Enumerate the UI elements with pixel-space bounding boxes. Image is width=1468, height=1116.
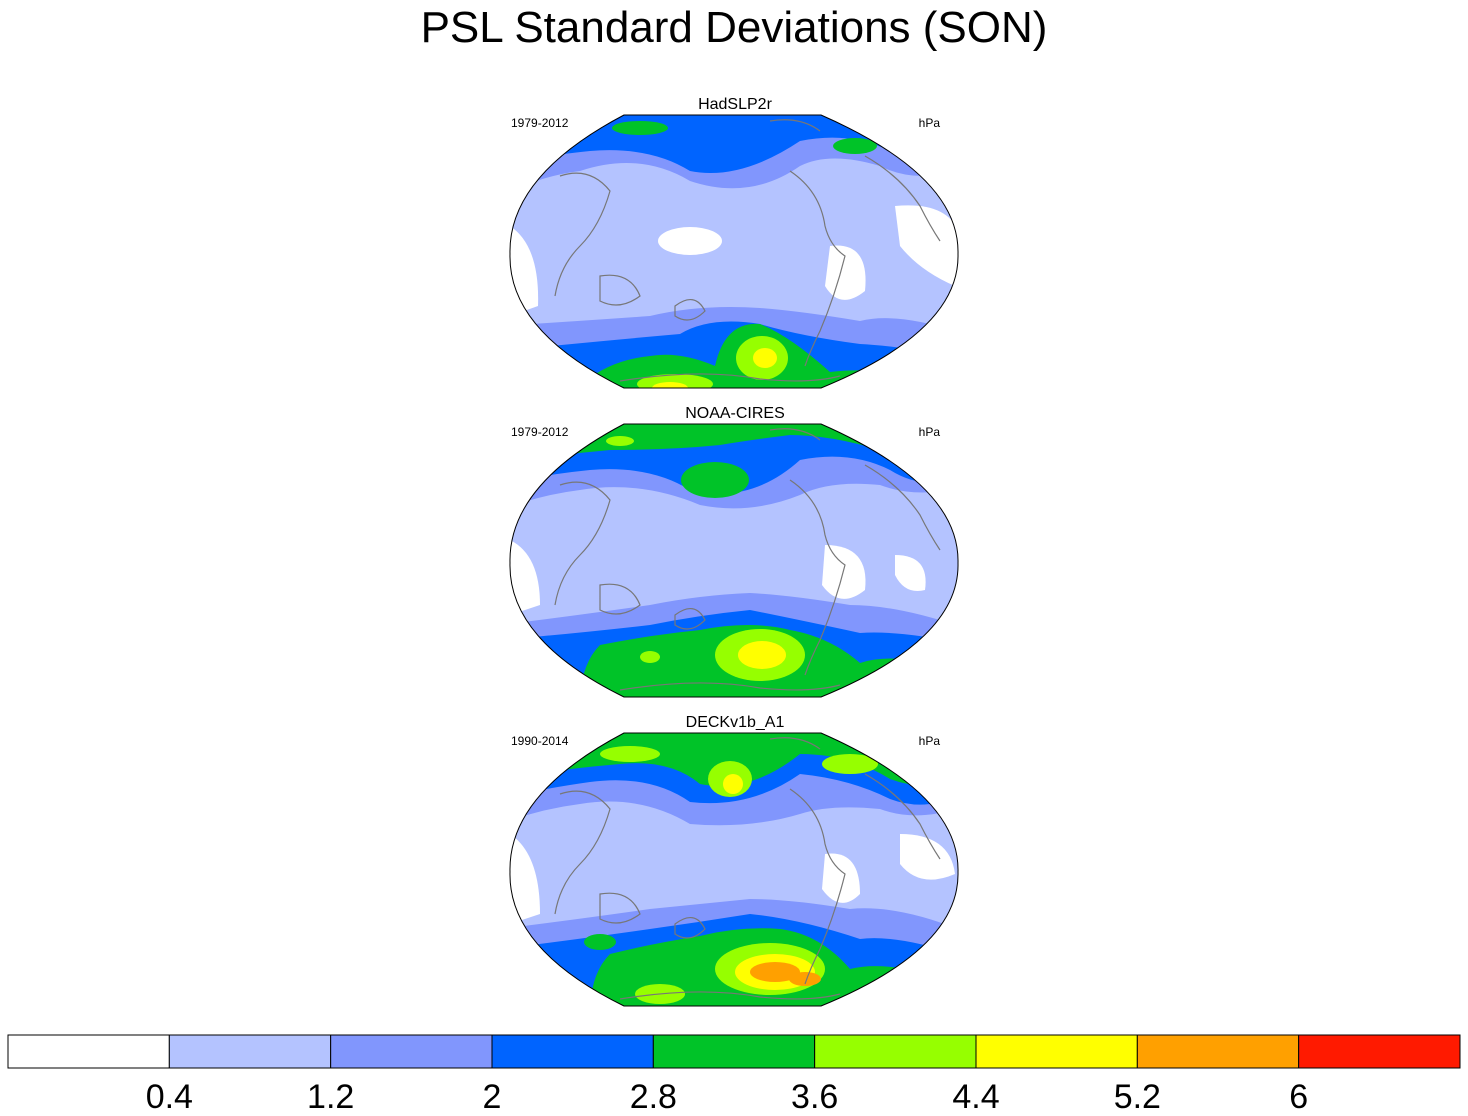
colorbar-label: 4.4 xyxy=(952,1078,999,1116)
colorbar-label: 3.6 xyxy=(791,1078,838,1116)
map-frame xyxy=(509,114,959,389)
colorbar-label: 6 xyxy=(1289,1078,1308,1116)
colorbar-label: 1.2 xyxy=(307,1078,354,1116)
colorbar-box xyxy=(975,1034,1138,1069)
panel-years: 1979-2012 xyxy=(511,425,569,439)
colorbar-box xyxy=(7,1034,170,1069)
map-noaa-cires xyxy=(509,423,959,698)
panel-title: HadSLP2r xyxy=(698,96,772,113)
panel-title: NOAA-CIRES xyxy=(685,405,785,422)
panel-units: hPa xyxy=(918,116,940,130)
colorbar-box xyxy=(652,1034,816,1069)
colorbar-label: 2 xyxy=(483,1078,502,1116)
map-panel-hadslp2r: HadSLP2r 1979-2012 hPa xyxy=(500,96,970,396)
colorbar-boxes xyxy=(7,1034,1461,1069)
colorbar-label: 5.2 xyxy=(1114,1078,1161,1116)
map-hadslp2r xyxy=(509,114,959,389)
colorbar: 0.4 1.2 2 2.8 3.6 4.4 5.2 6 xyxy=(7,1034,1461,1116)
colorbar-labels: 0.4 1.2 2 2.8 3.6 4.4 5.2 6 xyxy=(146,1078,1308,1116)
map-panel-noaa-cires: NOAA-CIRES 1979-2012 hPa xyxy=(500,405,970,705)
main-title: PSL Standard Deviations (SON) xyxy=(420,3,1048,52)
panel-title: DECKv1b_A1 xyxy=(685,714,785,731)
colorbar-box xyxy=(1298,1034,1461,1069)
colorbar-label: 0.4 xyxy=(146,1078,193,1116)
colorbar-label: 2.8 xyxy=(630,1078,677,1116)
colorbar-box xyxy=(491,1034,654,1069)
panel-units: hPa xyxy=(918,425,940,439)
colorbar-box xyxy=(1136,1034,1300,1069)
map-frame xyxy=(509,732,959,1007)
panel-years: 1990-2014 xyxy=(511,734,569,748)
panel-years: 1979-2012 xyxy=(511,116,569,130)
map-deckv1b-a1 xyxy=(509,732,959,1007)
colorbar-box xyxy=(814,1034,977,1069)
colorbar-box xyxy=(168,1034,332,1069)
panel-units: hPa xyxy=(918,734,940,748)
colorbar-box xyxy=(330,1034,493,1069)
map-frame xyxy=(509,423,959,698)
map-panel-deckv1b-a1: DECKv1b_A1 1990-2014 hPa xyxy=(500,714,970,1014)
